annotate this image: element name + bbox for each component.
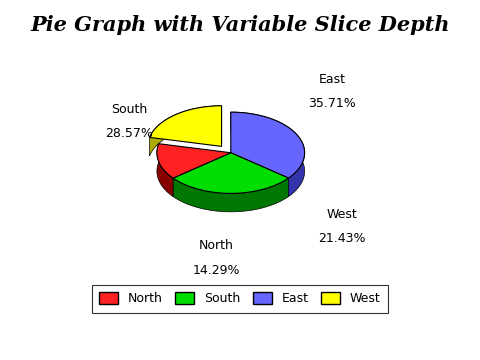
- Text: 21.43%: 21.43%: [318, 232, 365, 245]
- Polygon shape: [231, 112, 305, 197]
- Polygon shape: [157, 144, 173, 197]
- Polygon shape: [150, 106, 222, 147]
- Text: 28.57%: 28.57%: [105, 127, 153, 140]
- Text: East: East: [319, 73, 346, 86]
- Text: South: South: [111, 103, 147, 116]
- Text: West: West: [326, 208, 357, 221]
- Text: 14.29%: 14.29%: [192, 264, 240, 276]
- Polygon shape: [231, 112, 305, 178]
- Text: 35.71%: 35.71%: [309, 97, 356, 111]
- Polygon shape: [173, 178, 288, 212]
- Polygon shape: [150, 106, 222, 156]
- Title: Pie Graph with Variable Slice Depth: Pie Graph with Variable Slice Depth: [30, 15, 450, 35]
- Polygon shape: [157, 144, 231, 178]
- Text: North: North: [199, 239, 233, 252]
- Polygon shape: [173, 153, 288, 193]
- Legend: North, South, East, West: North, South, East, West: [92, 285, 388, 313]
